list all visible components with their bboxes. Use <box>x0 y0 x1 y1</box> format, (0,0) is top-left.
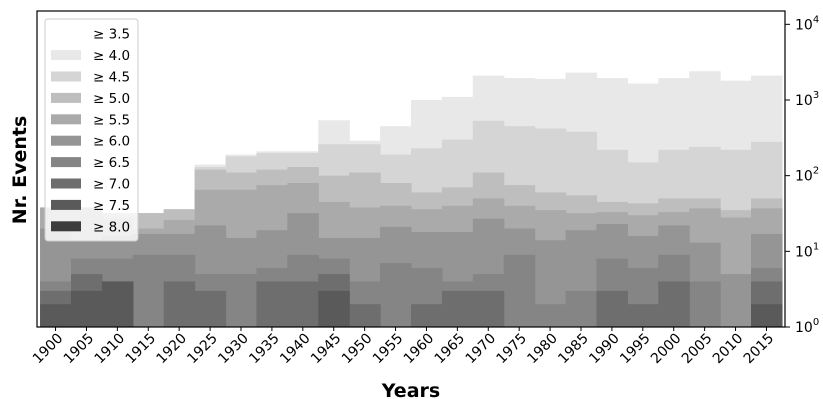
bar <box>411 304 443 327</box>
legend-label: ≥ 6.5 <box>93 155 130 171</box>
y-axis-right: 100 101 102 103 104 <box>785 14 819 336</box>
bar <box>287 281 319 327</box>
bar <box>627 304 659 327</box>
x-tick-label: 1980 <box>524 331 561 368</box>
x-tick-label: 1985 <box>555 331 592 368</box>
x-tick-label: 2015 <box>741 331 778 368</box>
x-axis: 1900190519101915192019251930193519401945… <box>30 327 777 367</box>
legend-swatch <box>51 135 81 146</box>
bar <box>318 290 350 327</box>
bar <box>720 274 752 327</box>
legend-swatch <box>51 50 81 61</box>
legend-swatch <box>51 92 81 103</box>
bar <box>596 290 628 327</box>
x-tick-label: 1910 <box>92 331 129 368</box>
x-tick-label: 1900 <box>30 331 67 368</box>
x-tick-label: 1925 <box>184 331 221 368</box>
legend: ≥ 3.5 ≥ 4.0 ≥ 4.5 ≥ 5.0 ≥ 5.5 ≥ 6.0 ≥ 6.5 ≥ 7.0… <box>44 18 139 242</box>
y-tick-label: 100 <box>795 317 819 336</box>
y-axis-title: Nr. Events <box>9 116 31 225</box>
bar <box>256 281 288 327</box>
legend-swatch <box>51 157 81 168</box>
x-tick-label: 1950 <box>339 331 376 368</box>
legend-label: ≥ 4.5 <box>93 70 130 86</box>
legend-swatch <box>51 221 81 232</box>
legend-label: ≥ 7.5 <box>93 198 130 214</box>
y-tick-label: 102 <box>795 166 819 185</box>
bar <box>441 290 474 327</box>
legend-label: ≥ 8.0 <box>93 219 130 235</box>
x-tick-label: 1935 <box>246 331 283 368</box>
bar <box>163 281 196 327</box>
x-tick-label: 1970 <box>463 331 500 368</box>
bar <box>472 290 505 327</box>
legend-swatch <box>51 114 81 125</box>
bar <box>503 254 536 327</box>
x-tick-label: 1920 <box>153 331 190 368</box>
bar <box>565 290 598 327</box>
legend-swatch <box>51 178 81 189</box>
y-tick-label: 103 <box>795 90 819 109</box>
bar <box>40 304 72 327</box>
plot-frame <box>36 10 786 328</box>
bar <box>349 304 381 327</box>
x-tick-label: 2010 <box>710 331 747 368</box>
legend-label: ≥ 7.0 <box>93 177 130 193</box>
x-tick-label: 1995 <box>617 331 654 368</box>
x-tick-label: 2000 <box>648 331 685 368</box>
legend-label: ≥ 5.0 <box>93 91 130 107</box>
legend-label: ≥ 4.0 <box>93 48 130 64</box>
bar <box>689 281 721 327</box>
bar <box>380 263 412 327</box>
bar <box>71 290 103 327</box>
x-tick-label: 1990 <box>586 331 623 368</box>
x-tick-label: 1945 <box>308 331 345 368</box>
x-tick-label: 1915 <box>123 331 160 368</box>
x-axis-title: Years <box>381 380 440 399</box>
x-tick-label: 1975 <box>493 331 530 368</box>
legend-label: ≥ 6.0 <box>93 134 130 150</box>
bar <box>534 304 567 327</box>
legend-swatch <box>51 199 81 210</box>
x-tick-label: 1960 <box>401 331 438 368</box>
bar <box>658 281 690 327</box>
bar <box>751 304 783 327</box>
x-tick-label: 1930 <box>215 331 252 368</box>
legend-swatch <box>51 71 81 82</box>
x-tick-label: 1955 <box>370 331 407 368</box>
bar <box>132 254 165 327</box>
plot-area <box>40 14 783 328</box>
x-tick-label: 1905 <box>61 331 98 368</box>
bar <box>194 290 227 327</box>
x-tick-label: 1940 <box>277 331 314 368</box>
legend-swatch <box>51 28 81 39</box>
x-tick-label: 2005 <box>679 331 716 368</box>
y-tick-label: 104 <box>795 14 819 33</box>
legend-label: ≥ 5.5 <box>93 112 130 128</box>
bar <box>225 274 258 327</box>
bar <box>101 281 134 327</box>
y-tick-label: 101 <box>795 241 819 260</box>
x-tick-label: 1965 <box>432 331 469 368</box>
legend-label: ≥ 3.5 <box>93 27 130 43</box>
series-9 <box>40 281 783 327</box>
